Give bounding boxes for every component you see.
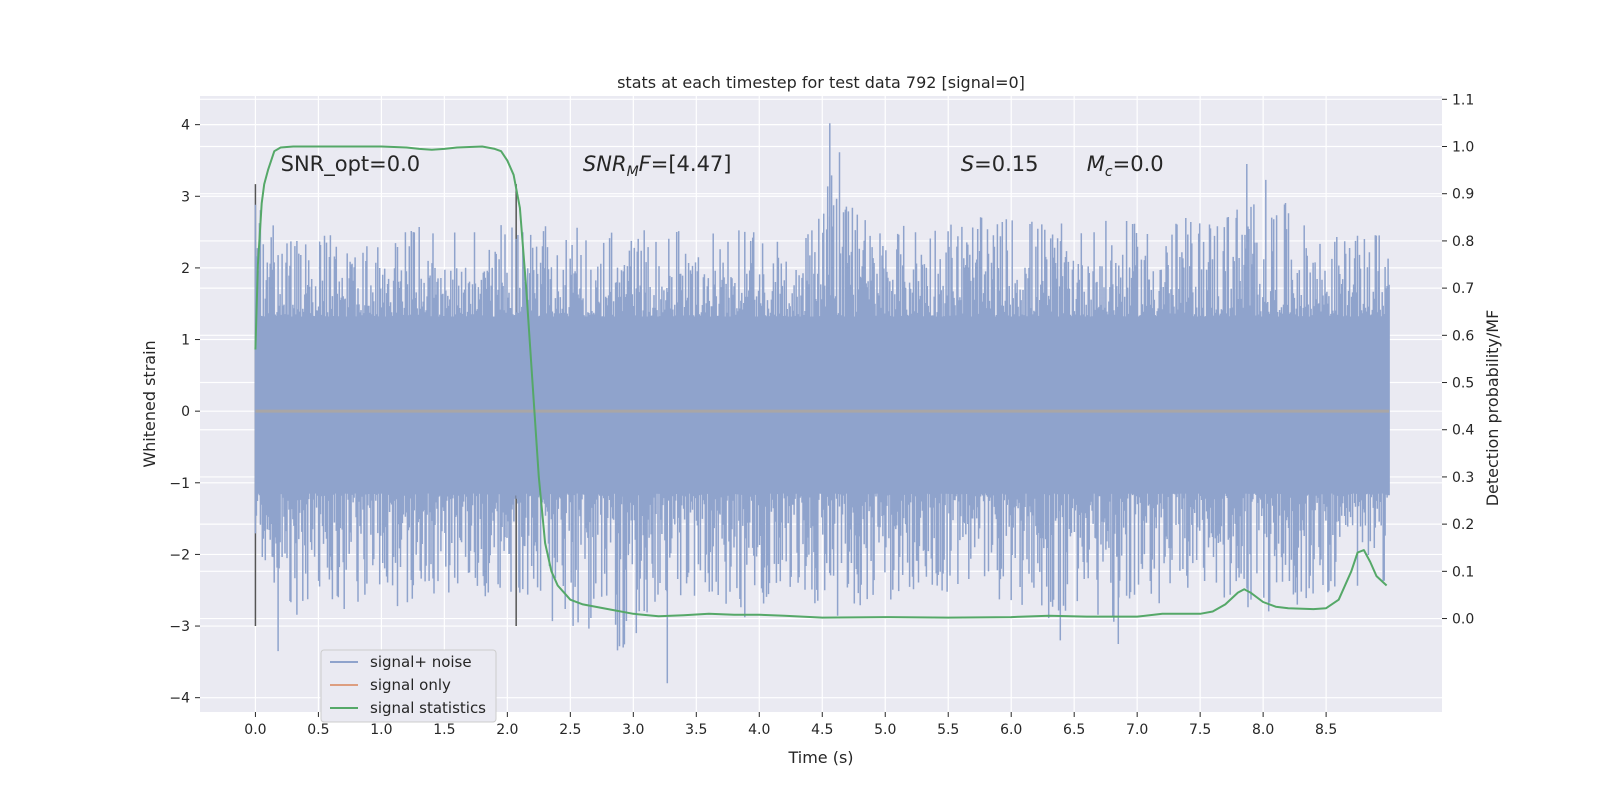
x-tick-label-17: 8.5 (1315, 722, 1337, 738)
legend-box (320, 649, 497, 723)
x-tick-label-5: 2.5 (559, 722, 581, 738)
y-tick-label-8: −4 (169, 691, 190, 707)
y2-tick-label-6: 0.5 (1452, 376, 1474, 392)
y-tick-label-2: 2 (181, 261, 190, 277)
annotations: SNR_opt=0.0 SNRMF=[4.47] S=0.15 Mc=0.0 (281, 152, 1164, 180)
legend-label-signal-only: signal only (370, 676, 451, 694)
x-tick-label-11: 5.5 (937, 722, 959, 738)
y-axis-label: Whitened strain (140, 340, 159, 467)
y-tick-label-0: 4 (181, 118, 190, 134)
x-tick-label-12: 6.0 (1000, 722, 1022, 738)
x-tick-label-16: 8.0 (1252, 722, 1274, 738)
x-tick-label-4: 2.0 (496, 722, 518, 738)
x-tick-label-9: 4.5 (811, 722, 833, 738)
y2-tick-label-0: 1.1 (1452, 92, 1474, 108)
noise-trace (254, 123, 1390, 684)
legend-label-signal-statistics: signal statistics (370, 699, 486, 717)
x-tick-labels: 0.0 0.5 1.0 1.5 2.0 2.5 3.0 3.5 4.0 4.5 5.0 5.5 6.0 6… (244, 712, 1337, 738)
annotation-snr-mf: SNRMF=[4.47] (583, 152, 732, 180)
y2-tick-label-4: 0.7 (1452, 281, 1474, 297)
y-tick-label-7: −3 (169, 619, 190, 635)
y-tick-label-5: −1 (169, 476, 190, 492)
y-tick-label-3: 1 (181, 333, 190, 349)
annotation-snr-opt: SNR_opt=0.0 (281, 152, 421, 177)
y2-tick-label-3: 0.8 (1452, 234, 1474, 250)
x-tick-label-0: 0.0 (244, 722, 266, 738)
series-signal-statistics (254, 145, 1388, 619)
x-tick-label-3: 1.5 (433, 722, 455, 738)
y2-tick-label-7: 0.4 (1452, 423, 1474, 439)
annotation-spin: S=0.15 (961, 152, 1039, 176)
y2-tick-label-10: 0.1 (1452, 564, 1474, 580)
x-tick-label-13: 6.5 (1063, 722, 1085, 738)
signal-statistics-line (254, 145, 1388, 619)
y2-axis-label: Detection probability/MF (1483, 310, 1502, 507)
y2-tick-label-11: 0.0 (1452, 612, 1474, 628)
x-tick-label-6: 3.0 (622, 722, 644, 738)
annotation-chirp-mass: Mc=0.0 (1087, 152, 1164, 180)
y2-tick-label-1: 1.0 (1452, 140, 1474, 156)
y2-tick-label-9: 0.2 (1452, 517, 1474, 533)
y-tick-label-1: 3 (181, 189, 190, 205)
legend: signal+ noise signal only signal statist… (320, 649, 497, 723)
y-tick-label-4: 0 (181, 404, 190, 420)
legend-label-signal-noise: signal+ noise (370, 653, 472, 671)
y2-tick-labels: 1.1 1.0 0.9 0.8 0.7 0.6 0.5 0.4 0.3 0.2 0.1 0.0 (1442, 92, 1474, 628)
chart-title: stats at each timestep for test data 792… (617, 73, 1025, 92)
x-tick-label-1: 0.5 (307, 722, 329, 738)
x-tick-label-15: 7.5 (1189, 722, 1211, 738)
y-tick-label-6: −2 (169, 547, 190, 563)
x-tick-label-2: 1.0 (370, 722, 392, 738)
x-tick-label-14: 7.0 (1126, 722, 1148, 738)
y2-tick-label-8: 0.3 (1452, 470, 1474, 486)
x-tick-label-10: 5.0 (874, 722, 896, 738)
y-tick-labels: 4 3 2 1 0 −1 −2 −3 −4 (169, 118, 200, 707)
x-axis-label: Time (s) (787, 748, 853, 767)
series-signal-noise (254, 123, 1390, 684)
x-tick-label-8: 4.0 (748, 722, 770, 738)
y2-tick-label-2: 0.9 (1452, 187, 1474, 203)
y2-tick-label-5: 0.6 (1452, 328, 1474, 344)
x-tick-label-7: 3.5 (685, 722, 707, 738)
